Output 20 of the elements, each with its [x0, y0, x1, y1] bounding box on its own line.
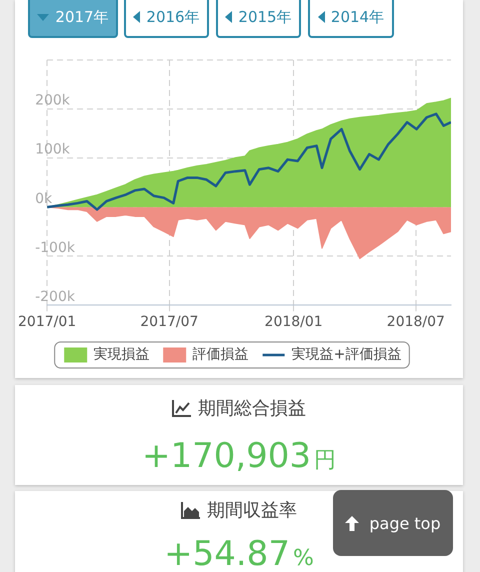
legend-label: 実現益+評価損益	[292, 346, 402, 363]
text: 2015年	[238, 8, 292, 26]
x-tick-label: 2018/07	[386, 314, 445, 330]
text: 2016年	[146, 8, 200, 26]
y-tick-label: 0k	[35, 190, 53, 207]
text: 期間総合損益	[198, 397, 306, 420]
x-tick-label: 2017/01	[18, 314, 76, 330]
legend-label: 評価損益	[192, 346, 249, 363]
text: +54.87%	[164, 534, 314, 572]
y-tick-label: -100k	[35, 240, 76, 256]
text: 2017年	[55, 8, 109, 26]
text: 2014年	[330, 8, 384, 26]
y-tick-label: 200k	[35, 92, 71, 109]
legend-label: 実現損益	[94, 346, 150, 363]
x-tick-label: 2018/01	[264, 314, 323, 330]
x-tick-label: 2017/07	[140, 314, 198, 330]
text: 期間収益率	[207, 499, 297, 522]
text: page top	[369, 514, 441, 532]
y-tick-label: -200k	[35, 288, 76, 305]
y-tick-label: 100k	[35, 142, 71, 158]
